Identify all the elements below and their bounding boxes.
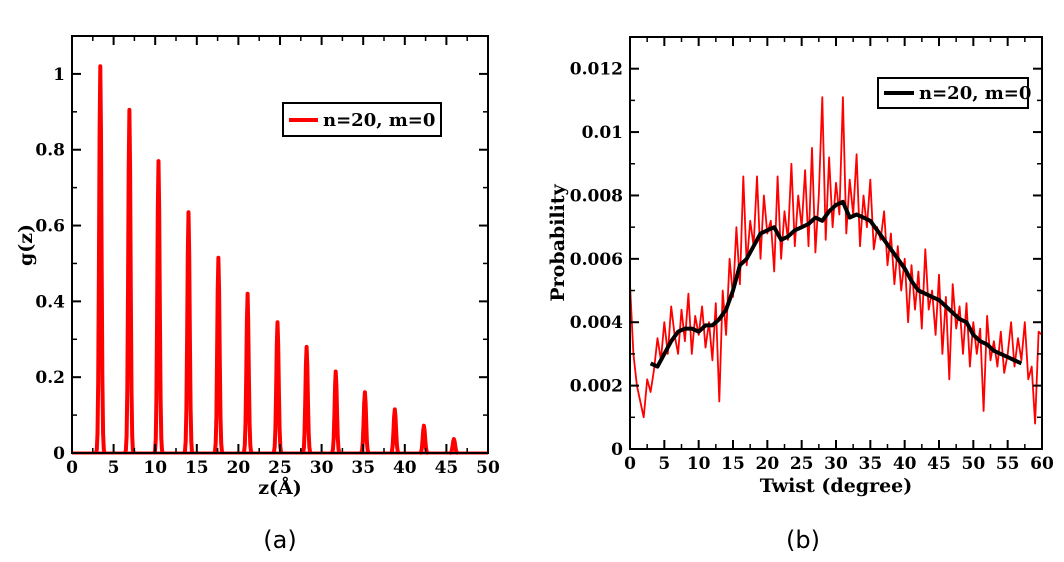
panel-a-peak: [182, 210, 195, 454]
panel-a-peak: [212, 255, 225, 454]
panel-a-xtick-label: 40: [393, 458, 417, 478]
panel-b-xtick-label: 10: [687, 454, 711, 474]
panel-a-x-ticks: 0 5 10 15 20 25 30 35 40 45 50: [66, 36, 500, 478]
panel-b-y-ticks: 0 0.002 0.004 0.006 0.008 0.01 0.012: [570, 60, 1042, 460]
panel-a-xtick-label: 35: [351, 458, 375, 478]
panel-b-smooth-line: [649, 199, 1023, 369]
panel-a-xtick-label: 10: [143, 458, 167, 478]
panel-a-xtick-label: 5: [108, 458, 120, 478]
panel-b-data: [629, 96, 1043, 425]
panel-b-ytick-label: 0.002: [570, 377, 623, 397]
panel-b-caption: (b): [786, 526, 820, 554]
panel-a-ytick-label: 0.8: [35, 141, 65, 161]
panel-a-xtick-label: 0: [66, 458, 78, 478]
panel-a-legend-label: n=20, m=0: [323, 110, 435, 131]
panel-a-peak: [389, 407, 401, 455]
panel-a-ytick-label: 0.6: [35, 217, 65, 237]
panel-a-ytick-label: 0.4: [35, 292, 65, 312]
panel-b-legend-label: n=20, m=0: [919, 83, 1031, 104]
panel-a-peak: [330, 369, 342, 455]
panel-a-legend: n=20, m=0: [282, 102, 442, 137]
panel-a-ytick-label: 0: [53, 444, 65, 464]
panel-a-ylabel: g(z): [15, 224, 37, 266]
panel-b-xtick-label: 25: [790, 454, 814, 474]
panel-a-xtick-label: 50: [476, 458, 500, 478]
panel-b-xtick-label: 40: [893, 454, 917, 474]
panel-a-peak: [300, 344, 313, 455]
panel-a-peak: [448, 437, 460, 455]
panel-a-peak: [271, 320, 284, 454]
panel-b-raw-line: [629, 96, 1043, 425]
panel-b-xtick-label: 5: [658, 454, 670, 474]
panel-b-ylabel: Probability: [547, 183, 569, 301]
panel-a-ytick-label: 0.2: [35, 368, 65, 388]
panel-b-xlabel: Twist (degree): [760, 475, 913, 497]
panel-a-y-ticks: 0 0.2 0.4 0.6 0.8 1: [35, 65, 488, 464]
panel-a-peak: [418, 423, 430, 455]
panel-b-xtick-label: 0: [624, 454, 636, 474]
panel-a-legend-box: [282, 102, 442, 137]
panel-b-ytick-label: 0: [611, 440, 623, 460]
panel-a: 0 5 10 15 20 25 30 35 40 45 50 0 0.2 0.4 0.6 0.8 1 z(Å)…: [15, 35, 500, 554]
panel-a-peak: [123, 107, 136, 454]
panel-b-xtick-label: 20: [755, 454, 779, 474]
panel-b-x-ticks: 0 5 10 15 20 25 30 35 40 45 50 55 60: [624, 37, 1054, 474]
panel-a-peak: [241, 291, 254, 454]
panel-a-peak: [359, 390, 371, 455]
panel-b-ytick-label: 0.004: [570, 313, 623, 333]
panel-b-ytick-label: 0.008: [570, 186, 623, 206]
panel-a-xtick-label: 20: [227, 458, 251, 478]
panel-b: 0 5 10 15 20 25 30 35 40 45 50 55 60 0 0.002 0.004 0.00…: [547, 36, 1054, 554]
panel-a-peak: [152, 159, 165, 454]
panel-a-xtick-label: 25: [268, 458, 292, 478]
panel-b-xtick-label: 30: [824, 454, 848, 474]
panel-a-xtick-label: 15: [185, 458, 209, 478]
panel-b-xtick-label: 15: [721, 454, 745, 474]
panel-a-peak: [94, 64, 107, 454]
panel-b-xtick-label: 60: [1030, 454, 1054, 474]
panel-b-legend: n=20, m=0: [877, 77, 1031, 109]
panel-b-xtick-label: 45: [927, 454, 951, 474]
panel-b-ytick-label: 0.006: [570, 250, 623, 270]
panel-a-xtick-label: 30: [310, 458, 334, 478]
panel-a-ytick-label: 1: [53, 65, 65, 85]
panel-b-xtick-label: 35: [858, 454, 882, 474]
panel-b-xtick-label: 50: [961, 454, 985, 474]
panel-a-caption: (a): [263, 526, 296, 554]
panel-b-ytick-label: 0.012: [570, 60, 623, 80]
panel-b-ytick-label: 0.01: [582, 123, 623, 143]
panel-a-xtick-label: 45: [435, 458, 459, 478]
panel-b-xtick-label: 55: [996, 454, 1020, 474]
panel-a-xlabel: z(Å): [258, 476, 302, 499]
